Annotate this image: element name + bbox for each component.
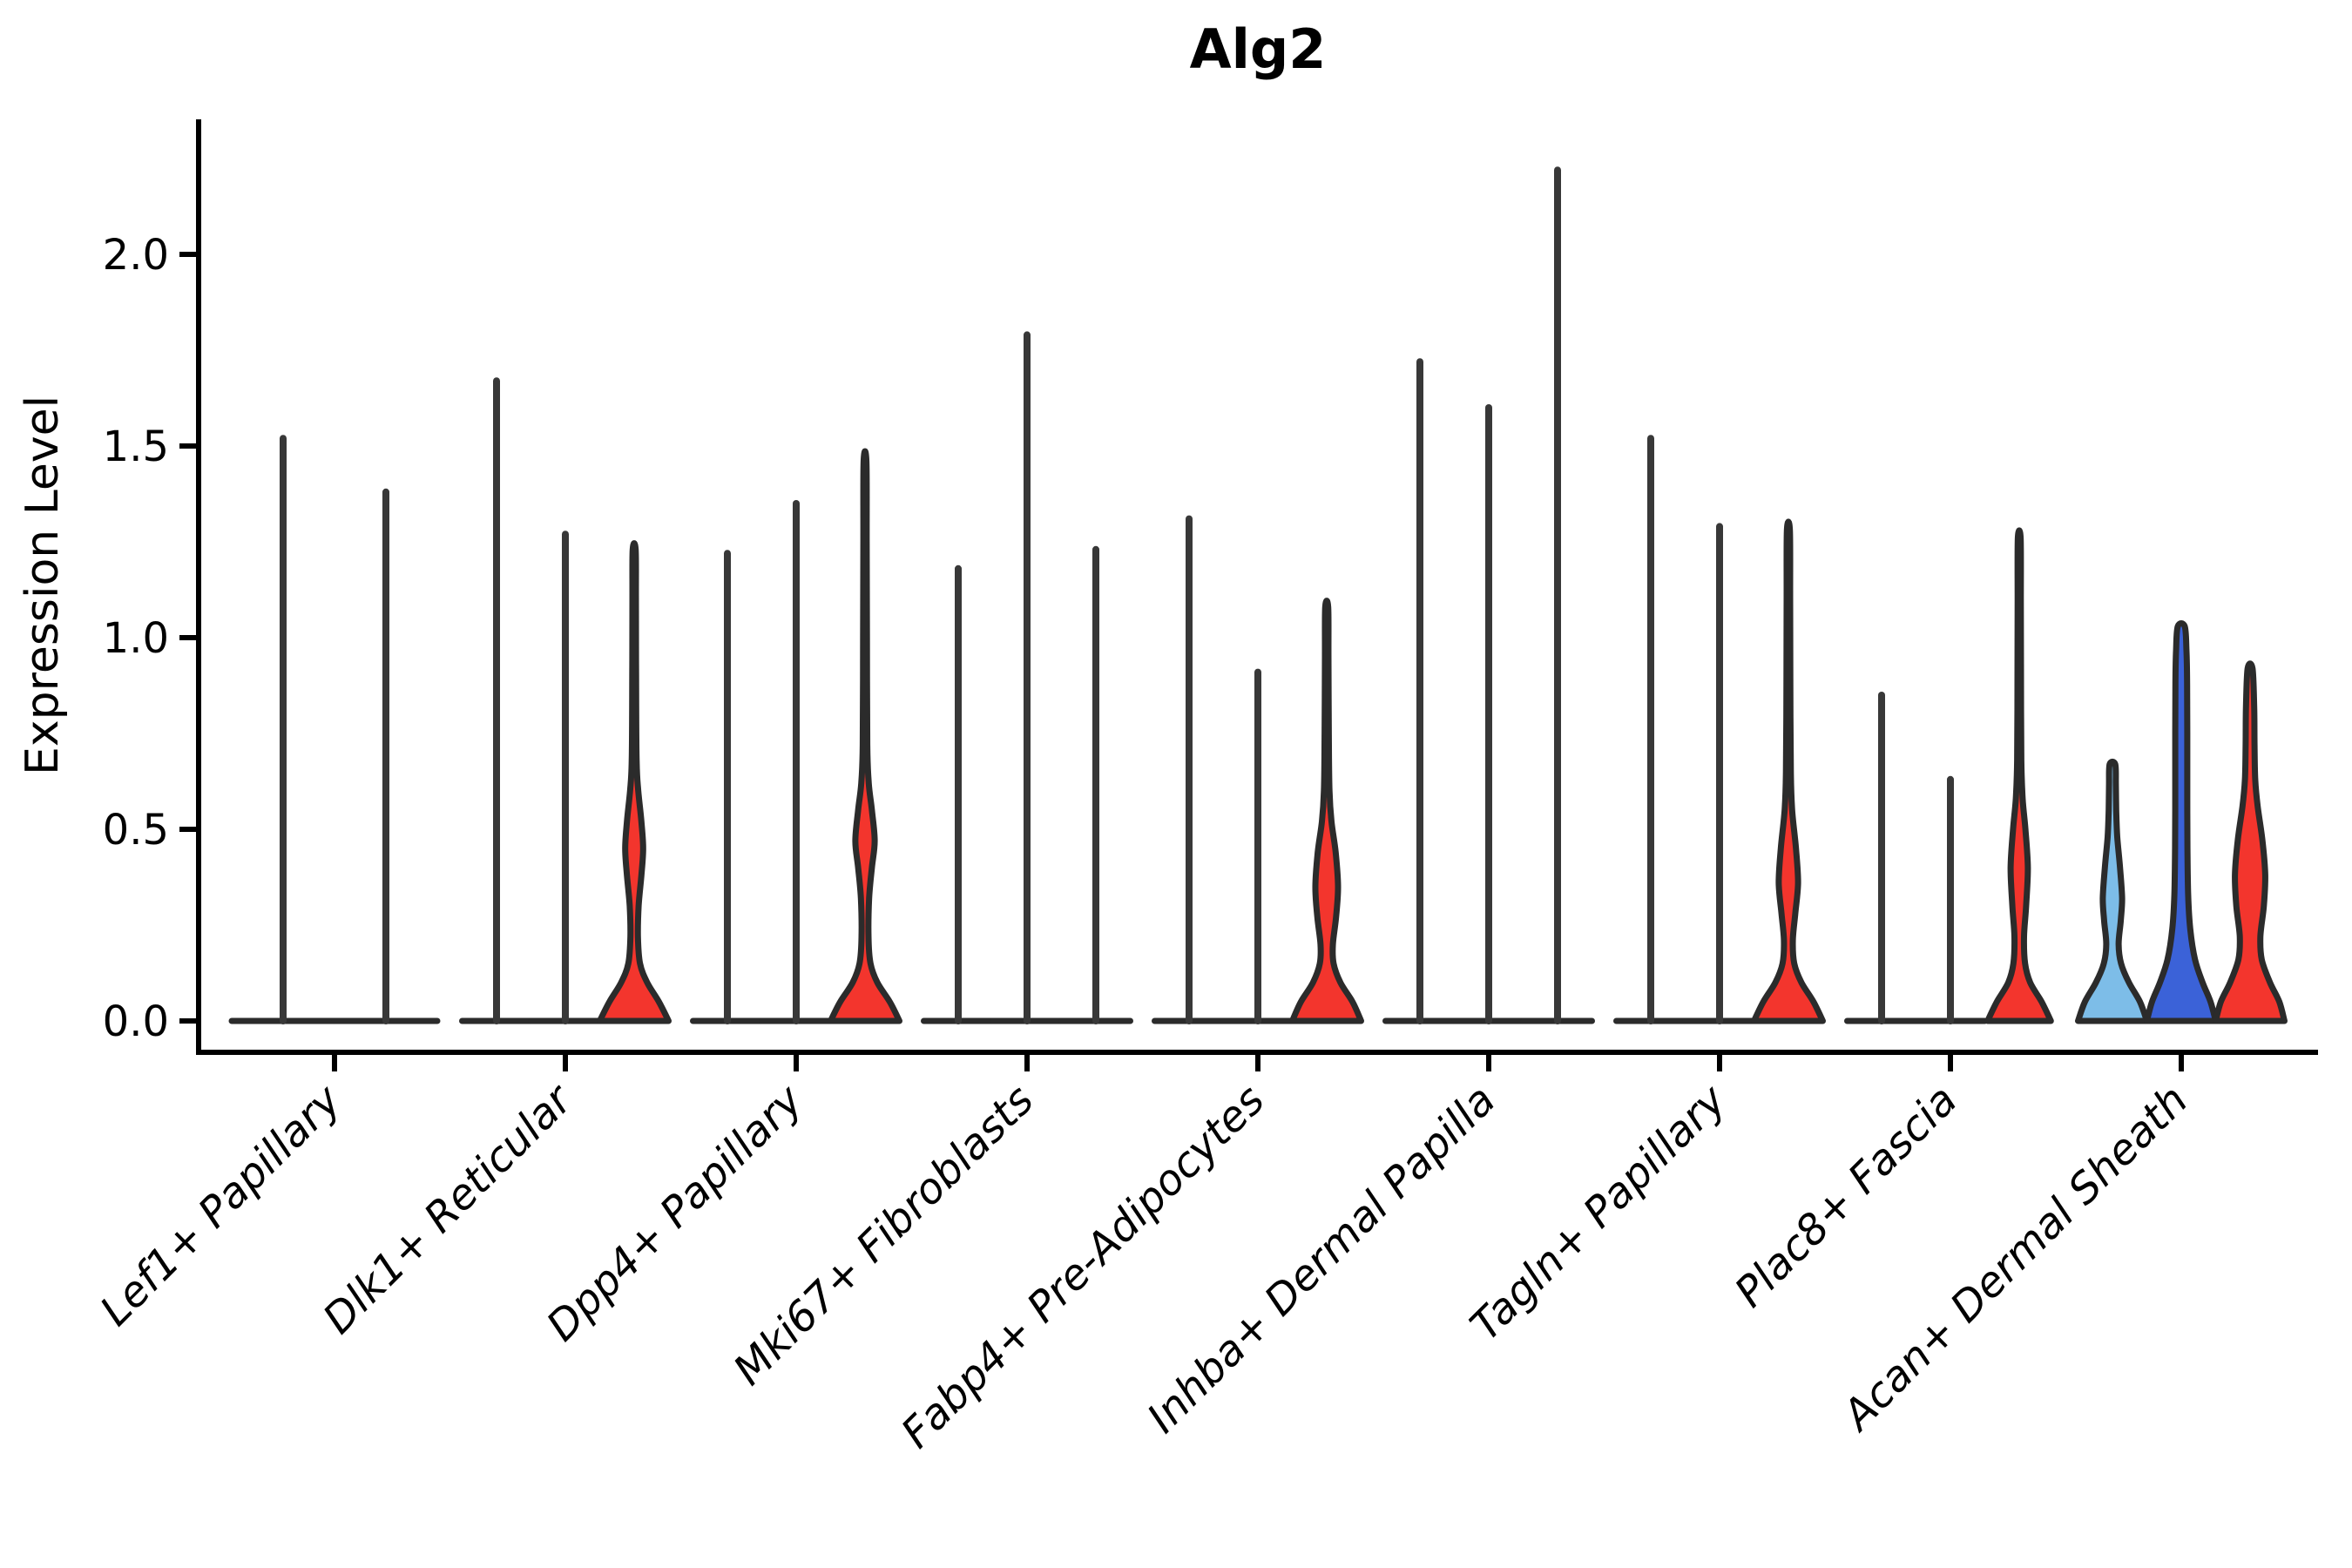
y-tick-label: 1.0 [103, 614, 169, 663]
violin [597, 540, 672, 1024]
y-tick-label: 0.5 [103, 806, 169, 855]
violin [2144, 620, 2219, 1024]
violin [2213, 660, 2288, 1024]
y-axis-label: Expression Level [17, 395, 69, 775]
x-tick-label: Tagln+ Papillary [1461, 1075, 1736, 1350]
axis-spines [196, 119, 2318, 1055]
violin [1984, 527, 2054, 1024]
axes-layer [196, 119, 2318, 1055]
x-tick-label: Lef1+ Papillary [91, 1075, 351, 1335]
y-tick-label: 2.0 [103, 231, 169, 280]
x-tick-label: Fabp4+ Pre-Adipocytes [892, 1076, 1274, 1458]
violin [1751, 518, 1826, 1024]
x-tick-label: Plac8+ Fascia [1726, 1076, 1967, 1317]
chart-title: Alg2 [1190, 17, 1327, 81]
violin [2075, 758, 2150, 1024]
y-tick-label: 1.5 [103, 422, 169, 471]
violin [1289, 598, 1364, 1024]
y-tick-label: 0.0 [103, 997, 169, 1046]
violins-layer [228, 166, 2288, 1024]
x-tick-label: Dpp4+ Papillary [537, 1075, 813, 1350]
x-tick-label: Dlk1+ Reticular [314, 1074, 584, 1344]
violin [828, 448, 902, 1024]
